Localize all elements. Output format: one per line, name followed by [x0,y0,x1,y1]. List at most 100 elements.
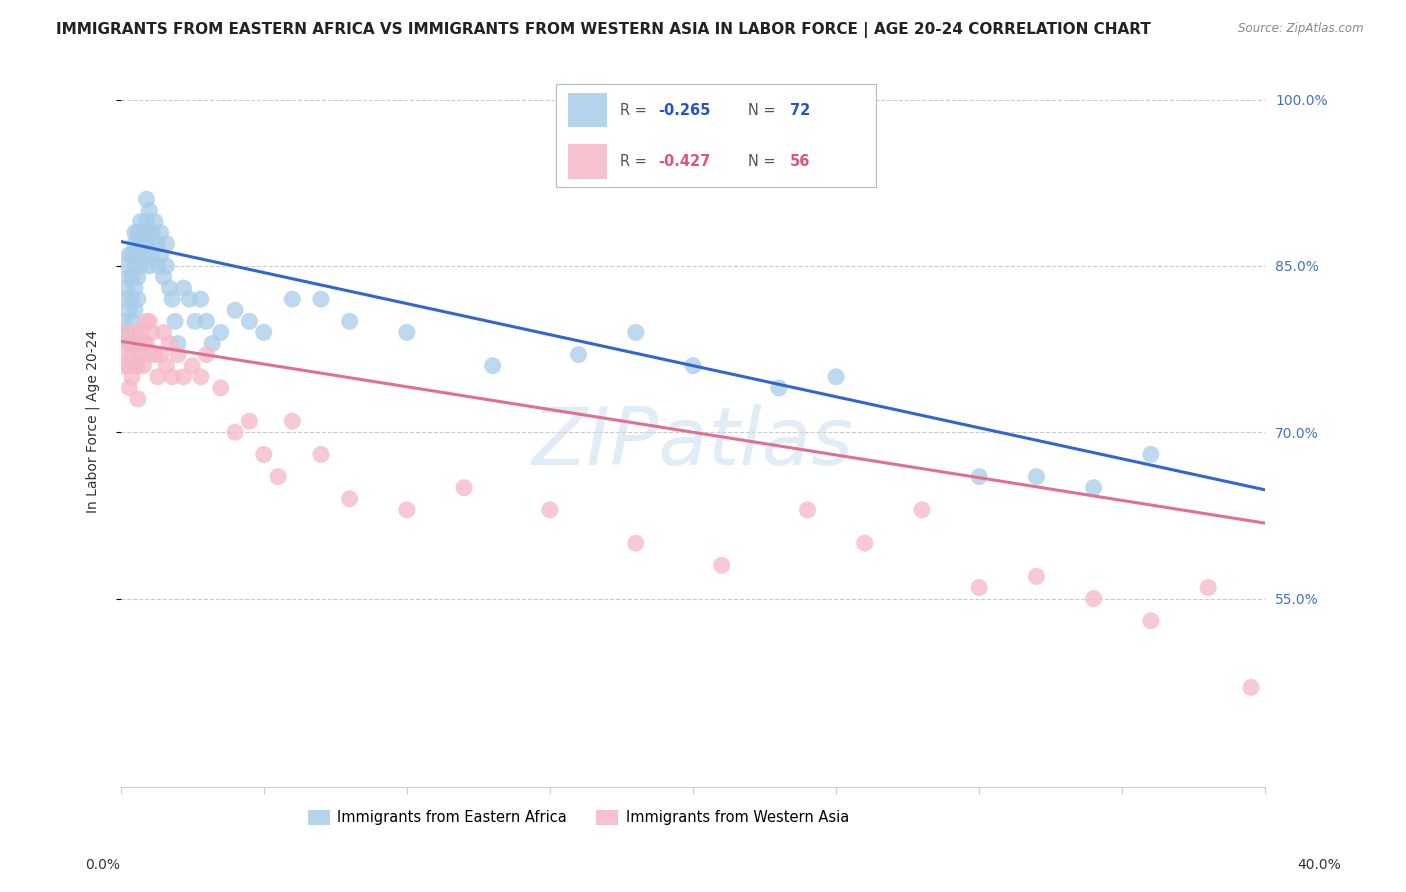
Point [132,336,155,351]
Point [281,292,304,306]
Point [121,348,143,362]
Point [253,326,276,340]
Point [129,236,152,251]
Point [190,292,212,306]
Point [138,314,160,328]
Point [132,226,155,240]
Point [127,359,149,373]
Text: 40.0%: 40.0% [1296,858,1341,872]
Point [453,481,475,495]
Point [157,336,180,351]
Point [129,326,152,340]
Point [127,248,149,262]
Point [118,303,141,318]
Point [146,236,169,251]
Point [127,226,149,240]
Point [395,326,418,340]
Point [132,359,155,373]
Point [152,269,174,284]
Point [309,447,332,461]
Point [1197,581,1219,595]
Point [1025,569,1047,583]
Point [124,359,146,373]
Point [118,359,141,373]
Point [141,326,163,340]
Point [173,369,195,384]
Point [124,326,146,340]
Point [339,491,361,506]
Point [253,447,276,461]
Point [567,348,589,362]
Point [195,348,218,362]
Point [481,359,503,373]
Point [238,414,260,428]
Point [143,348,166,362]
Point [825,369,848,384]
Text: Source: ZipAtlas.com: Source: ZipAtlas.com [1239,22,1364,36]
Point [267,469,290,483]
Point [155,259,177,273]
Point [160,292,183,306]
Point [112,292,135,306]
Point [132,248,155,262]
Point [152,326,174,340]
Point [155,359,177,373]
Point [135,314,157,328]
Point [129,214,152,228]
Point [967,469,990,483]
Point [167,336,190,351]
Point [160,369,183,384]
Point [796,503,818,517]
Point [127,269,149,284]
Point [209,381,232,395]
Point [1140,614,1163,628]
Point [911,503,934,517]
Point [309,292,332,306]
Point [209,326,232,340]
Point [118,336,141,351]
Point [201,336,224,351]
Point [127,392,149,406]
Point [339,314,361,328]
Point [181,359,204,373]
Text: 0.0%: 0.0% [86,858,120,872]
Point [127,292,149,306]
Point [768,381,790,395]
Point [143,236,166,251]
Point [184,314,207,328]
Point [143,214,166,228]
Point [238,314,260,328]
Point [155,236,177,251]
Point [115,281,138,295]
Point [179,292,201,306]
Point [224,425,246,440]
Point [118,381,141,395]
Point [121,248,143,262]
Point [115,326,138,340]
Point [118,248,141,262]
Point [138,203,160,218]
Point [141,226,163,240]
Text: ZIPatlas: ZIPatlas [531,404,853,482]
Point [118,269,141,284]
Point [395,503,418,517]
Point [1240,681,1263,695]
Point [129,259,152,273]
Point [1140,447,1163,461]
Point [115,326,138,340]
Point [1083,591,1105,606]
Point [138,348,160,362]
Legend: Immigrants from Eastern Africa, Immigrants from Western Asia: Immigrants from Eastern Africa, Immigran… [302,804,855,831]
Point [124,226,146,240]
Point [135,236,157,251]
Point [141,248,163,262]
Point [112,314,135,328]
Point [115,348,138,362]
Point [146,259,169,273]
Point [173,281,195,295]
Point [115,259,138,273]
Point [127,336,149,351]
Point [163,314,186,328]
Point [710,558,733,573]
Point [149,348,172,362]
